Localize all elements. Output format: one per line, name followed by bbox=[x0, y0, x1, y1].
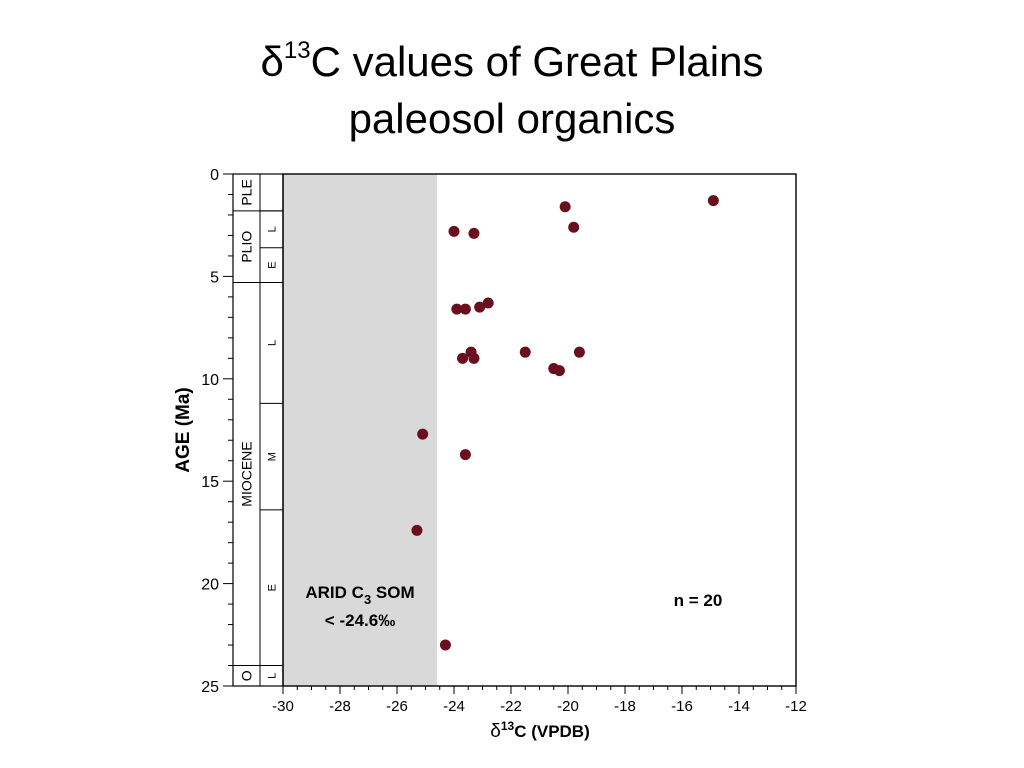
data-point bbox=[519, 346, 531, 358]
x-tick-label: -24 bbox=[443, 698, 465, 715]
y-tick-label: 25 bbox=[201, 679, 219, 696]
data-point bbox=[468, 352, 480, 364]
title-delta-symbol: δ bbox=[260, 38, 284, 85]
shaded-label-prefix: ARID C bbox=[305, 583, 364, 602]
slide-title-line-1: δ13C values of Great Plains bbox=[0, 38, 1024, 86]
data-point bbox=[468, 227, 480, 239]
shaded-label-subscript: 3 bbox=[364, 592, 371, 607]
x-tick-label: -28 bbox=[329, 698, 351, 715]
data-point bbox=[474, 301, 486, 313]
data-points bbox=[411, 195, 719, 651]
data-point bbox=[482, 297, 494, 309]
data-point bbox=[459, 303, 471, 315]
data-point bbox=[559, 201, 571, 213]
x-label-rest: C (VPDB) bbox=[514, 722, 590, 741]
subepoch-label: E bbox=[267, 584, 279, 591]
shaded-region-layer bbox=[283, 174, 437, 686]
x-tick-label: -12 bbox=[785, 698, 807, 715]
slide-title-line-2: paleosol organics bbox=[348, 95, 676, 142]
title-line-1-text: C values of Great Plains bbox=[310, 38, 764, 85]
sample-count-annotation: n = 20 bbox=[674, 591, 723, 610]
chart-text: ARID C3 SOM < -24.6‰ n = 20 δ13C (VPDB) … bbox=[173, 387, 722, 742]
y-tick-label: 0 bbox=[210, 167, 219, 184]
data-point bbox=[459, 449, 471, 461]
epoch-label: PLE bbox=[239, 179, 255, 205]
x-tick-label: -22 bbox=[500, 698, 522, 715]
x-tick-label: -14 bbox=[728, 698, 750, 715]
x-tick-label: -20 bbox=[557, 698, 579, 715]
shaded-region-label-line-2: < -24.6‰ bbox=[325, 611, 395, 630]
data-point bbox=[448, 225, 460, 237]
y-tick-label: 20 bbox=[201, 577, 219, 594]
data-point bbox=[411, 524, 423, 536]
title-superscript: 13 bbox=[283, 37, 311, 64]
x-tick-label: -26 bbox=[386, 698, 408, 715]
shaded-label-suffix: SOM bbox=[371, 583, 414, 602]
y-tick-label: 5 bbox=[210, 269, 219, 286]
y-tick-label: 10 bbox=[201, 372, 219, 389]
x-tick-label: -18 bbox=[614, 698, 636, 715]
timescale-column: PLE PLIO MIOCENE O L E L M E L bbox=[232, 173, 284, 687]
data-point bbox=[439, 639, 451, 651]
subepoch-label: E bbox=[267, 261, 279, 268]
epoch-label: O bbox=[239, 670, 255, 681]
data-point bbox=[553, 365, 565, 377]
data-point bbox=[417, 428, 429, 440]
x-tick-label: -30 bbox=[272, 698, 294, 715]
data-point bbox=[568, 221, 580, 233]
arid-c3-shaded-region bbox=[283, 174, 437, 686]
subepoch-label: M bbox=[267, 452, 279, 461]
subepoch-label: L bbox=[267, 673, 279, 679]
shaded-region-label-line-1: ARID C3 SOM bbox=[305, 583, 414, 607]
x-tick-label: -16 bbox=[671, 698, 693, 715]
data-point bbox=[573, 346, 585, 358]
data-point bbox=[451, 303, 463, 315]
subepoch-label: L bbox=[267, 226, 279, 232]
epoch-label: MIOCENE bbox=[239, 441, 255, 506]
axis-ticks: -30 -28 -26 -24 -22 -20 -18 -16 -14 -12 0 5 10 15 20 25 bbox=[201, 167, 807, 715]
y-tick-label: 15 bbox=[201, 474, 219, 491]
data-point bbox=[457, 352, 469, 364]
epoch-label: PLIO bbox=[239, 231, 255, 263]
subepoch-label: L bbox=[267, 340, 279, 346]
y-axis-label: AGE (Ma) bbox=[173, 387, 194, 473]
data-point bbox=[707, 195, 719, 207]
x-axis-label: δ13C (VPDB) bbox=[490, 719, 590, 742]
x-label-superscript: 13 bbox=[501, 719, 515, 733]
x-label-delta: δ bbox=[490, 721, 501, 742]
